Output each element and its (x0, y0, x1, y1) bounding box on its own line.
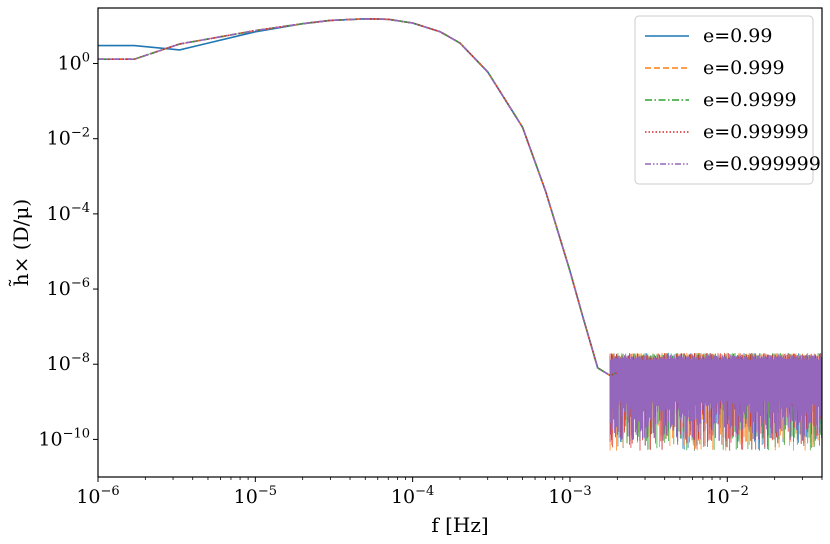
y-tick-label: 10−4 (47, 201, 90, 225)
series-line-3 (98, 17, 618, 377)
x-axis: 10−6 10−5 10−4 10−3 10−2 (76, 477, 823, 508)
legend-label-2: e=0.999 (703, 57, 785, 79)
legend-label-3: e=0.9999 (703, 89, 797, 111)
y-axis: 100 10−2 10−4 10−6 10−8 10−10 (38, 51, 98, 450)
series-layer (98, 17, 618, 377)
legend-label-5: e=0.999999 (703, 153, 821, 175)
series-line-5 (98, 17, 618, 377)
y-axis-label: h̃× (D/μ) (9, 199, 33, 287)
noise-band-layer (609, 352, 823, 451)
noise-band-e=0.999999 (609, 354, 823, 441)
x-tick-label: 10−6 (76, 484, 119, 508)
legend: e=0.99 e=0.999 e=0.9999 e=0.99999 e=0.999999 (634, 15, 821, 185)
series-line-2 (98, 17, 618, 377)
series-line-1 (98, 17, 618, 377)
legend-label-4: e=0.99999 (703, 121, 809, 143)
y-tick-label: 10−2 (47, 126, 90, 150)
y-tick-label: 10−10 (38, 426, 90, 450)
y-tick-label: 10−6 (47, 276, 90, 300)
x-tick-label: 10−4 (391, 484, 434, 508)
legend-label-1: e=0.99 (703, 25, 772, 47)
series-line-4 (98, 17, 618, 377)
legend-box (634, 15, 814, 185)
x-axis-label: f [Hz] (431, 513, 488, 537)
x-tick-label: 10−2 (706, 484, 749, 508)
x-tick-label: 10−5 (234, 484, 277, 508)
y-tick-label: 100 (58, 51, 90, 75)
y-tick-label: 10−8 (47, 351, 90, 375)
x-tick-label: 10−3 (548, 484, 591, 508)
